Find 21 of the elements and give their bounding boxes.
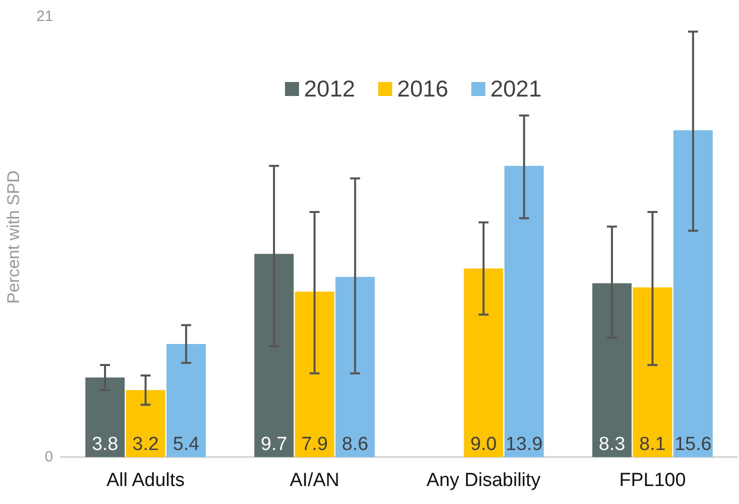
y-tick-label: 0	[44, 448, 54, 466]
text: 15.6	[674, 434, 712, 455]
legend-label: 2021	[490, 75, 542, 102]
text: 3.2	[132, 434, 159, 455]
text: 8.3	[598, 434, 626, 455]
text: 9.7	[260, 434, 288, 455]
text: 8.6	[342, 434, 368, 455]
text: 3.8	[92, 434, 118, 455]
legend-label: 2016	[397, 75, 448, 102]
legend-label: 2012	[304, 75, 356, 102]
text: 9.0	[470, 434, 497, 455]
y-axis-title: Percent with SPD	[4, 170, 23, 304]
x-tick-label: FPL100	[619, 470, 686, 491]
text: 8.1	[639, 434, 666, 455]
y-tick-label: 21	[36, 8, 54, 26]
text: 7.9	[301, 434, 328, 455]
x-tick-label: Any Disability	[426, 470, 542, 491]
text: 5.4	[172, 434, 200, 455]
x-tick-label: All Adults	[106, 470, 185, 491]
text: 13.9	[506, 434, 543, 455]
x-tick-label: AI/AN	[290, 470, 340, 491]
